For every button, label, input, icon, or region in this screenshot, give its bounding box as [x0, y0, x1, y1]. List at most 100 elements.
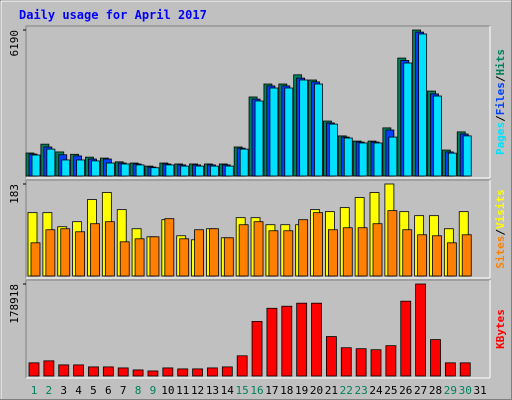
bar	[328, 123, 338, 177]
bar	[120, 163, 130, 177]
legend-entry: Sites	[494, 236, 507, 269]
bar	[311, 302, 322, 377]
x-tick-label: 30	[459, 384, 472, 397]
bar	[281, 305, 293, 377]
bar	[298, 219, 309, 277]
bar	[223, 237, 234, 277]
x-tick-label: 3	[60, 384, 67, 397]
bar	[342, 227, 353, 277]
x-tick-label: 13	[206, 384, 219, 397]
x-tick-label: 21	[325, 384, 338, 397]
x-tick-label: 29	[444, 384, 457, 397]
x-tick-label: 16	[250, 384, 263, 397]
bar	[180, 165, 190, 177]
legend-separator: /	[494, 115, 507, 122]
bar	[430, 339, 441, 377]
bar	[251, 320, 263, 377]
bar	[164, 218, 175, 277]
bar	[447, 152, 457, 177]
bar	[134, 238, 145, 277]
bar	[236, 355, 248, 377]
bar	[284, 87, 294, 177]
bar	[105, 162, 115, 177]
bar	[224, 165, 234, 177]
bar	[385, 345, 397, 377]
x-tick-label: 18	[280, 384, 293, 397]
x-tick-label: 7	[120, 384, 127, 397]
x-tick-label: 26	[399, 384, 412, 397]
legend-entry: Pages	[494, 122, 507, 155]
bar	[462, 135, 472, 177]
bar	[88, 366, 99, 377]
x-tick-label: 9	[150, 384, 157, 397]
x-tick-label: 11	[176, 384, 189, 397]
x-tick-label: 12	[191, 384, 204, 397]
bar	[192, 368, 203, 377]
bar	[433, 95, 442, 177]
bar	[387, 210, 398, 277]
bar	[402, 229, 413, 277]
x-tick-label: 8	[135, 384, 142, 397]
bar	[357, 227, 368, 277]
bar	[269, 87, 279, 177]
x-tick-label: 15	[236, 384, 249, 397]
bar	[43, 360, 55, 377]
bar	[119, 241, 130, 277]
bar	[400, 300, 412, 377]
legend: Pages/Files/Hits	[494, 49, 507, 155]
bar	[239, 148, 249, 177]
x-tick-label: 28	[429, 384, 442, 397]
bar	[73, 364, 85, 377]
bar	[104, 221, 115, 277]
bar	[147, 370, 159, 377]
bar	[358, 142, 368, 177]
bar	[343, 137, 353, 177]
bar	[372, 223, 383, 277]
bar	[165, 164, 175, 177]
x-tick-label: 6	[105, 384, 112, 397]
x-tick-label: 20	[310, 384, 323, 397]
legend-entry: Hits	[494, 49, 507, 76]
legend-separator: /	[494, 75, 507, 82]
x-tick-label: 19	[295, 384, 308, 397]
x-tick-label: 5	[90, 384, 97, 397]
bar	[132, 369, 144, 377]
bar	[370, 349, 382, 377]
bar	[90, 223, 100, 277]
bar	[417, 234, 428, 277]
bar	[207, 367, 218, 377]
y-tick-label: 6190	[8, 30, 21, 57]
bar	[444, 362, 456, 377]
bar	[446, 242, 457, 277]
bar	[194, 229, 204, 277]
bar	[266, 307, 278, 377]
x-tick-label: 14	[221, 384, 235, 397]
bar	[238, 224, 249, 277]
x-tick-label: 24	[369, 384, 383, 397]
bar	[388, 136, 398, 177]
bar	[75, 231, 86, 277]
bar	[221, 366, 233, 377]
x-tick-label: 10	[161, 384, 174, 397]
x-tick-label: 25	[384, 384, 397, 397]
bar	[91, 160, 100, 177]
bar	[30, 242, 41, 277]
bar	[60, 228, 71, 277]
bar	[355, 348, 367, 377]
bar	[135, 164, 145, 177]
bar	[28, 362, 40, 377]
bar	[325, 336, 337, 377]
bar	[179, 238, 190, 277]
bar	[45, 229, 56, 277]
legend-separator: /	[494, 229, 507, 236]
bar	[327, 229, 338, 277]
bar	[162, 367, 174, 377]
y-tick-label: 183	[8, 184, 21, 204]
x-tick-label: 1	[31, 384, 38, 397]
bar	[340, 347, 352, 377]
bar	[403, 62, 413, 177]
bar	[299, 79, 309, 177]
bar	[432, 235, 442, 277]
bar	[268, 230, 279, 277]
